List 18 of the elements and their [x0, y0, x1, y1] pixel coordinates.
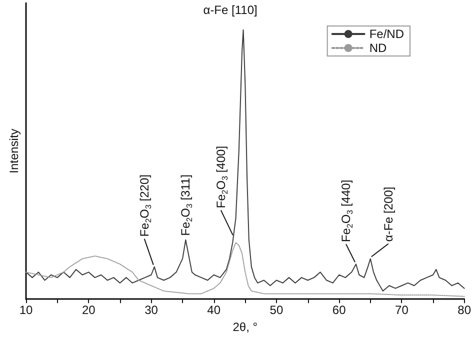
annotation: Fe2O3 [220]: [137, 174, 153, 237]
x-tick-label: 60: [332, 303, 346, 318]
x-tick-label: 80: [458, 303, 472, 318]
annotation: α-Fe [110]: [203, 2, 258, 17]
x-tick-label: 10: [19, 303, 33, 318]
legend-label: ND: [369, 41, 387, 55]
legend-label: Fe/ND: [369, 27, 404, 41]
x-tick-label: 30: [144, 303, 158, 318]
x-axis-title: 2θ, °: [232, 320, 258, 334]
y-axis-title: Intensity: [7, 128, 21, 174]
annotation: α-Fe [200]: [381, 186, 396, 242]
annotation: Fe2O3 [311]: [178, 174, 194, 236]
x-tick-label: 40: [207, 303, 221, 318]
x-tick-label: 70: [395, 303, 409, 318]
annotation: Fe2O3 [400]: [214, 146, 230, 208]
x-tick-label: 20: [82, 303, 96, 318]
x-tick-label: 50: [270, 303, 284, 318]
annotation: Fe2O3 [440]: [338, 180, 354, 242]
